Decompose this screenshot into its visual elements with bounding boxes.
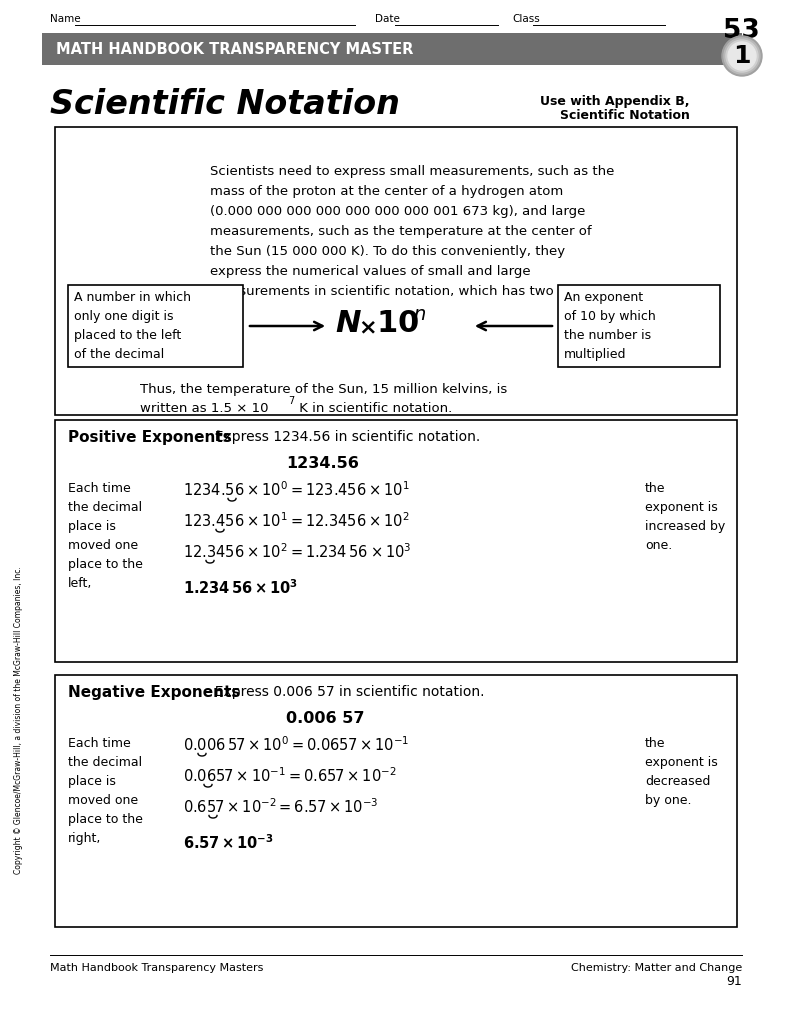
Bar bbox=[558, 285, 720, 367]
Text: $0.657 \times 10^{-2} = 6.57 \times 10^{-3}$: $0.657 \times 10^{-2} = 6.57 \times 10^{… bbox=[183, 797, 378, 816]
Text: $123.456 \times 10^1 = 12.3456 \times 10^2$: $123.456 \times 10^1 = 12.3456 \times 10… bbox=[183, 511, 410, 529]
Text: $12.3456 \times 10^2 = 1.234\,56 \times 10^3$: $12.3456 \times 10^2 = 1.234\,56 \times … bbox=[183, 542, 411, 561]
Text: Negative Exponents: Negative Exponents bbox=[68, 685, 240, 700]
Text: $\mathbf{1.234\,56 \times 10^3}$: $\mathbf{1.234\,56 \times 10^3}$ bbox=[183, 578, 298, 597]
Bar bbox=[55, 420, 737, 662]
Text: Scientists need to express small measurements, such as the: Scientists need to express small measure… bbox=[210, 165, 615, 178]
Text: Math Handbook Transparency Masters: Math Handbook Transparency Masters bbox=[50, 963, 263, 973]
Text: $0.0657 \times 10^{-1} = 0.657 \times 10^{-2}$: $0.0657 \times 10^{-1} = 0.657 \times 10… bbox=[183, 766, 397, 784]
Text: measurements, such as the temperature at the center of: measurements, such as the temperature at… bbox=[210, 225, 592, 238]
Text: 53: 53 bbox=[723, 18, 760, 44]
Text: $\boldsymbol{N}$: $\boldsymbol{N}$ bbox=[335, 309, 362, 339]
Circle shape bbox=[722, 36, 762, 76]
Text: mass of the proton at the center of a hydrogen atom: mass of the proton at the center of a hy… bbox=[210, 185, 563, 198]
Text: Express 1234.56 in scientific notation.: Express 1234.56 in scientific notation. bbox=[206, 430, 480, 444]
Text: (0.000 000 000 000 000 000 000 001 673 kg), and large: (0.000 000 000 000 000 000 000 001 673 k… bbox=[210, 205, 585, 218]
Text: Each time
the decimal
place is
moved one
place to the
right,: Each time the decimal place is moved one… bbox=[68, 737, 143, 845]
Text: $\mathbf{10}$: $\mathbf{10}$ bbox=[376, 309, 419, 339]
Text: A number in which
only one digit is
placed to the left
of the decimal: A number in which only one digit is plac… bbox=[74, 291, 191, 361]
Text: the Sun (15 000 000 K). To do this conveniently, they: the Sun (15 000 000 K). To do this conve… bbox=[210, 245, 565, 258]
Text: Class: Class bbox=[512, 14, 539, 24]
Text: Date: Date bbox=[375, 14, 400, 24]
Text: Scientific Notation: Scientific Notation bbox=[50, 88, 400, 122]
Text: Express 0.006 57 in scientific notation.: Express 0.006 57 in scientific notation. bbox=[206, 685, 485, 699]
Text: Scientific Notation: Scientific Notation bbox=[560, 109, 690, 122]
Text: K in scientific notation.: K in scientific notation. bbox=[295, 402, 452, 415]
Text: Name: Name bbox=[50, 14, 81, 24]
Text: $\mathit{n}$: $\mathit{n}$ bbox=[413, 304, 426, 324]
Bar bbox=[42, 33, 742, 65]
Text: An exponent
of 10 by which
the number is
multiplied: An exponent of 10 by which the number is… bbox=[564, 291, 656, 361]
Text: MATH HANDBOOK TRANSPARENCY MASTER: MATH HANDBOOK TRANSPARENCY MASTER bbox=[56, 42, 414, 56]
Text: $\mathbf{\times}$: $\mathbf{\times}$ bbox=[358, 318, 376, 338]
Text: Use with Appendix B,: Use with Appendix B, bbox=[540, 95, 690, 108]
Text: 91: 91 bbox=[726, 975, 742, 988]
Circle shape bbox=[728, 42, 756, 70]
Text: Positive Exponents: Positive Exponents bbox=[68, 430, 232, 445]
Text: $1234.56 \times 10^0 = 123.456 \times 10^1$: $1234.56 \times 10^0 = 123.456 \times 10… bbox=[183, 480, 410, 499]
Bar bbox=[68, 285, 243, 367]
Text: $\mathbf{6.57 \times 10^{-3}}$: $\mathbf{6.57 \times 10^{-3}}$ bbox=[183, 833, 274, 852]
Text: the
exponent is
increased by
one.: the exponent is increased by one. bbox=[645, 482, 725, 552]
Text: 0.006 57: 0.006 57 bbox=[286, 711, 365, 726]
Text: express the numerical values of small and large: express the numerical values of small an… bbox=[210, 265, 531, 278]
Text: the
exponent is
decreased
by one.: the exponent is decreased by one. bbox=[645, 737, 717, 807]
Text: Copyright © Glencoe/McGraw-Hill, a division of the McGraw-Hill Companies, Inc.: Copyright © Glencoe/McGraw-Hill, a divis… bbox=[14, 566, 24, 873]
Bar bbox=[55, 127, 737, 415]
Text: 1234.56: 1234.56 bbox=[286, 456, 359, 471]
Bar bbox=[55, 675, 737, 927]
Text: Each time
the decimal
place is
moved one
place to the
left,: Each time the decimal place is moved one… bbox=[68, 482, 143, 590]
Text: Thus, the temperature of the Sun, 15 million kelvins, is: Thus, the temperature of the Sun, 15 mil… bbox=[140, 383, 507, 396]
Circle shape bbox=[724, 38, 760, 74]
Text: written as 1.5 × 10: written as 1.5 × 10 bbox=[140, 402, 268, 415]
Text: 7: 7 bbox=[288, 396, 294, 406]
Text: $0.006\,57 \times 10^0 = 0.0657 \times 10^{-1}$: $0.006\,57 \times 10^0 = 0.0657 \times 1… bbox=[183, 735, 409, 754]
Text: 1: 1 bbox=[733, 44, 751, 68]
Circle shape bbox=[726, 40, 758, 72]
Text: Chemistry: Matter and Change: Chemistry: Matter and Change bbox=[571, 963, 742, 973]
Text: measurements in scientific notation, which has two parts.: measurements in scientific notation, whi… bbox=[210, 285, 596, 298]
